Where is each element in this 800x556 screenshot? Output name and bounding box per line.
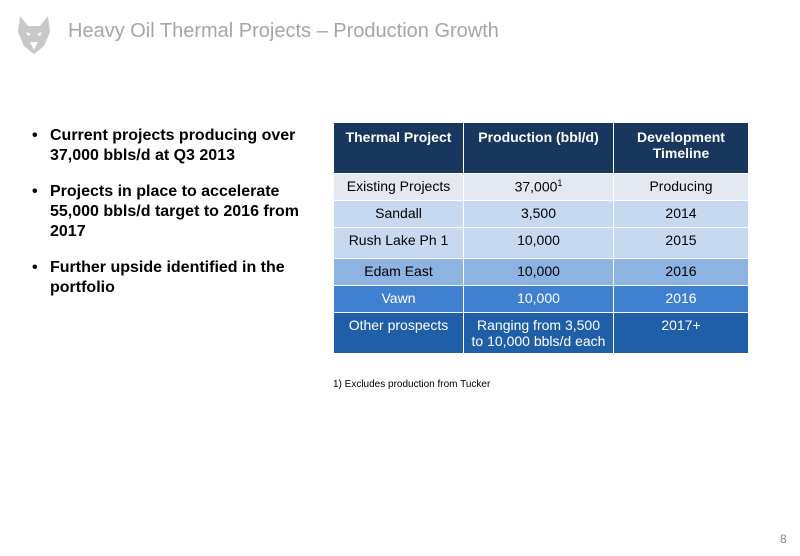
- table-cell: Sandall: [333, 200, 464, 228]
- table-cell: 10,000: [463, 285, 614, 313]
- logo: [18, 16, 50, 54]
- project-table: Thermal Project Production (bbl/d) Develop…: [333, 122, 749, 354]
- table-row: Edam East 10,000 2016: [333, 258, 749, 286]
- footnote: 1) Excludes production from Tucker: [333, 379, 491, 390]
- column-header: Production (bbl/d): [463, 122, 614, 174]
- page-number: 8: [780, 532, 787, 546]
- bullet: Current projects producing over 37,000 b…: [32, 126, 322, 166]
- footnote-ref: 1: [557, 178, 563, 188]
- cell-text: 3,500: [520, 205, 557, 221]
- cell-text: Rush Lake Ph 1: [348, 232, 449, 248]
- table-cell: Other prospects: [333, 312, 464, 354]
- cell-text: 2016: [665, 263, 697, 279]
- cell-text: 2016: [665, 290, 697, 306]
- table-cell: 37,0001: [463, 173, 614, 201]
- table-cell: 10,000: [463, 227, 614, 259]
- table-cell: Edam East: [333, 258, 464, 286]
- bullet: Projects in place to accelerate 55,000 b…: [32, 182, 322, 242]
- table-cell: 3,500: [463, 200, 614, 228]
- bullet-list: Current projects producing over 37,000 b…: [32, 126, 322, 314]
- header-row: Thermal Project Production (bbl/d) Develop…: [333, 122, 749, 174]
- cell-text: 2017+: [661, 317, 701, 333]
- column-header: Thermal Project: [333, 122, 464, 174]
- table-cell: 2016: [613, 258, 749, 286]
- table-row: Other prospects Ranging from 3,500 to 10,…: [333, 312, 749, 354]
- table-cell: 2016: [613, 285, 749, 313]
- table-body: Existing Projects 37,0001 Producing Sandall…: [333, 173, 749, 354]
- cell-text: 10,000: [517, 232, 560, 248]
- table-cell: Rush Lake Ph 1: [333, 227, 464, 259]
- cell-text: Other prospects: [348, 317, 449, 333]
- cell-text: 2014: [665, 205, 697, 221]
- cell-text: 10,000: [517, 290, 560, 306]
- title: Heavy Oil Thermal Projects – Production …: [68, 20, 499, 42]
- column-header: Development Timeline: [613, 122, 749, 174]
- table-row: Rush Lake Ph 1 10,000 2015: [333, 227, 749, 259]
- table-cell: 2017+: [613, 312, 749, 354]
- table-cell: Vawn: [333, 285, 464, 313]
- table-cell: Ranging from 3,500 to 10,000 bbls/d each: [463, 312, 614, 354]
- table-row: Existing Projects 37,0001 Producing: [333, 173, 749, 201]
- cell-text: Ranging from 3,500 to 10,000 bbls/d each: [471, 317, 606, 349]
- table-cell: 2014: [613, 200, 749, 228]
- cell-text: Sandall: [375, 205, 422, 221]
- table-row: Vawn 10,000 2016: [333, 285, 749, 313]
- table-cell: Producing: [613, 173, 749, 201]
- cell-text: 2015: [665, 232, 697, 248]
- bullet: Further upside identified in the portfol…: [32, 258, 322, 298]
- cell-text: Existing Projects: [346, 178, 451, 194]
- cell-text: Edam East: [364, 263, 433, 279]
- table-cell: Existing Projects: [333, 173, 464, 201]
- cell-text: Producing: [649, 178, 713, 194]
- table-cell: 2015: [613, 227, 749, 259]
- table-cell: 10,000: [463, 258, 614, 286]
- cell-text: Vawn: [381, 290, 416, 306]
- table-row: Sandall 3,500 2014: [333, 200, 749, 228]
- cell-text: 37,000: [514, 178, 558, 195]
- cell-text: 10,000: [517, 263, 560, 279]
